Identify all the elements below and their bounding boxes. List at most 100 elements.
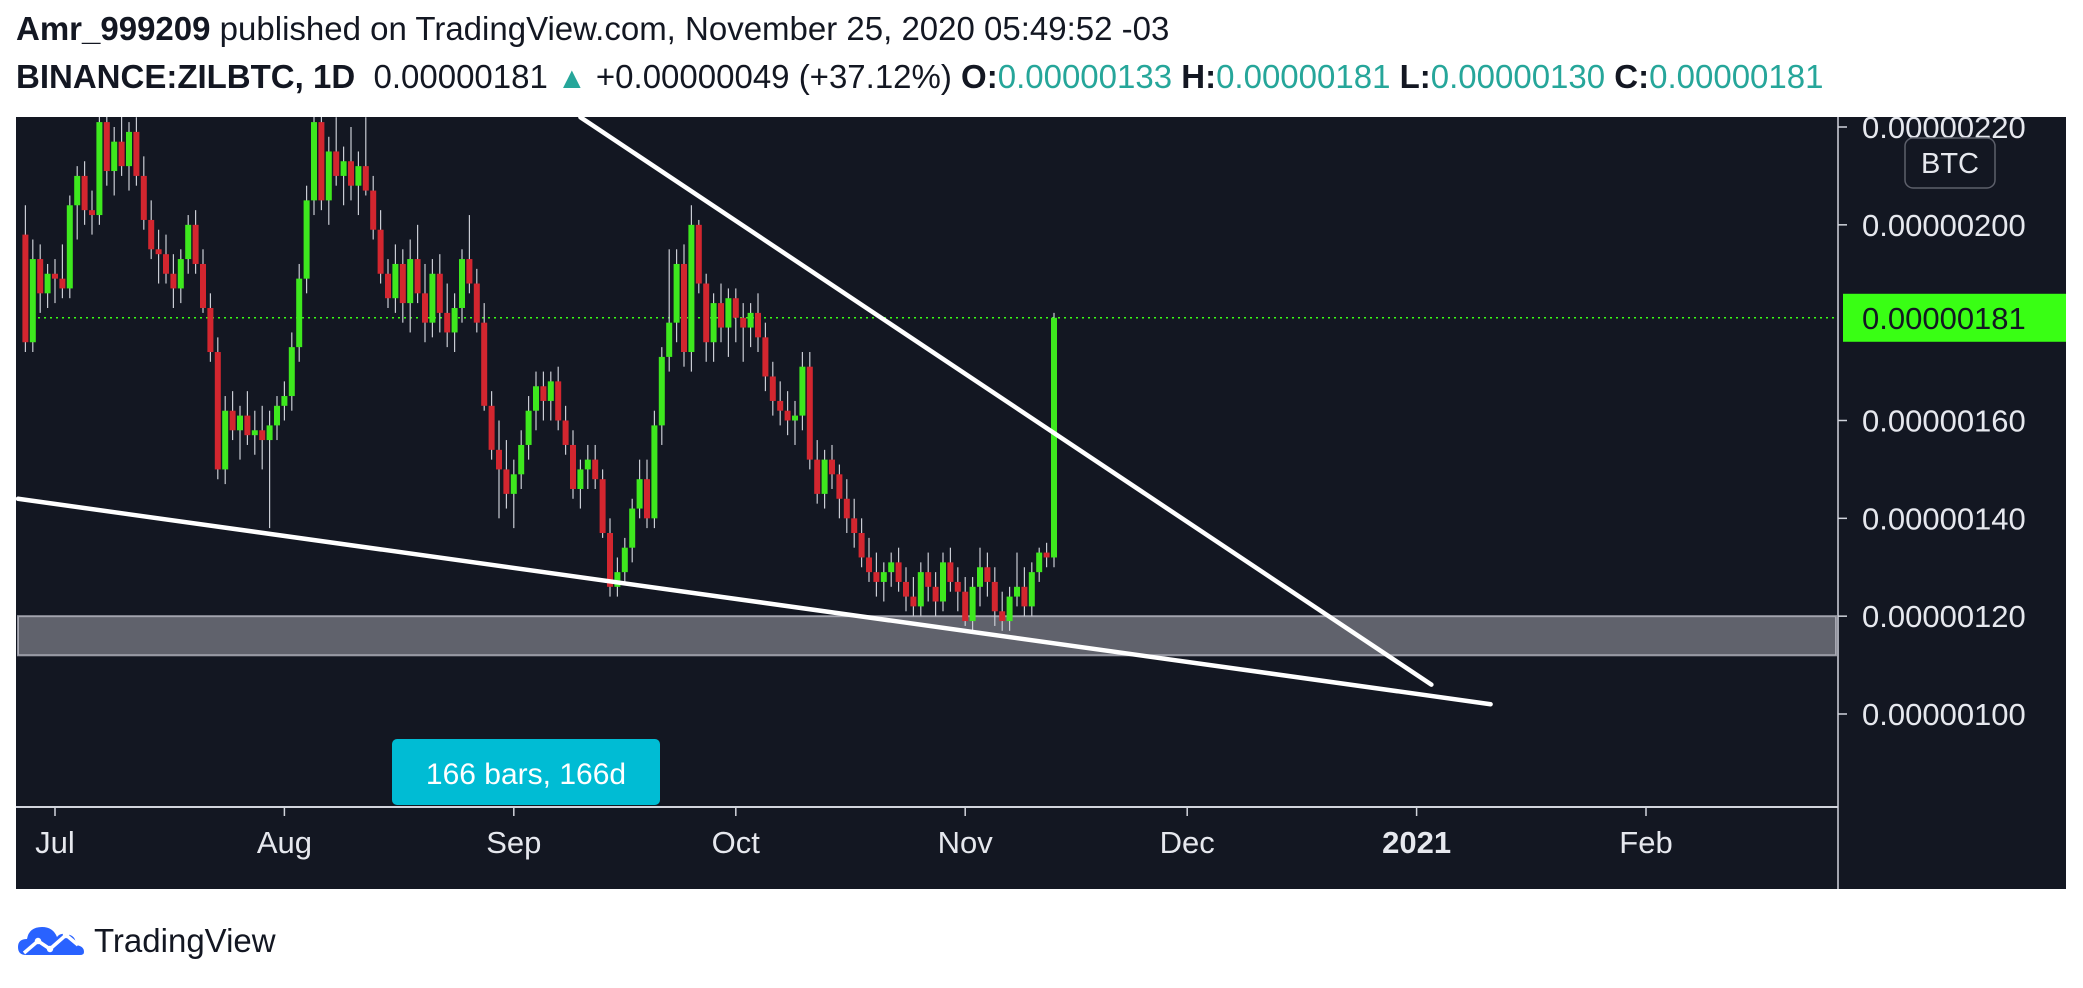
candle-body[interactable] [658,356,665,426]
candle-body[interactable] [562,420,569,445]
chart-panel[interactable]: 166 bars, 166d 0.00000220 0.00000200 0.0000… [16,117,2066,889]
candle-body[interactable] [740,317,747,328]
support-zone[interactable] [17,615,1837,657]
candle-body[interactable] [1021,586,1028,607]
candle-body[interactable] [710,303,717,343]
candle-body[interactable] [991,581,998,612]
candle-body[interactable] [52,273,58,279]
candle-body[interactable] [385,273,391,299]
author-name[interactable]: Amr_999209 [16,10,211,47]
candle-body[interactable] [636,479,643,509]
candle-body[interactable] [22,234,29,343]
candle-body[interactable] [570,444,576,489]
candle-body[interactable] [673,263,680,323]
candle-body[interactable] [695,224,702,284]
candle-body[interactable] [584,459,591,470]
candle-body[interactable] [444,312,451,333]
candle-body[interactable] [851,518,858,534]
candle-body[interactable] [436,273,443,313]
candle-body[interactable] [666,322,673,357]
candle-body[interactable] [866,557,872,573]
candle-body[interactable] [940,562,946,602]
candle-body[interactable] [547,381,554,401]
candle-body[interactable] [163,254,169,274]
candle-body[interactable] [414,259,421,294]
candle-body[interactable] [999,611,1006,622]
candle-body[interactable] [348,161,354,186]
candle-body[interactable] [829,459,835,475]
candle-body[interactable] [44,273,51,294]
candle-body[interactable] [858,533,865,558]
candle-body[interactable] [340,161,347,176]
candle-body[interactable] [925,572,932,587]
candle-body[interactable] [148,219,155,250]
candle-body[interactable] [777,400,784,411]
candle-body[interactable] [903,581,909,597]
candle-body[interactable] [392,263,399,299]
candle-body[interactable] [177,259,184,289]
candle-body[interactable] [355,166,362,186]
candle-body[interactable] [762,337,769,377]
candle-body[interactable] [954,581,961,592]
candle-body[interactable] [917,572,924,607]
candle-body[interactable] [266,425,273,441]
tradingview-logo[interactable]: TradingView [16,916,276,966]
candle-body[interactable] [192,224,199,264]
candle-body[interactable] [422,293,428,323]
candle-body[interactable] [237,415,243,431]
candle-body[interactable] [66,205,73,289]
trendline-upper[interactable] [578,117,1434,687]
currency-badge[interactable] [1904,137,1996,189]
candle-body[interactable] [259,430,266,441]
candle-body[interactable] [155,249,162,255]
candle-body[interactable] [703,283,710,343]
candle-body[interactable] [222,410,229,470]
symbol-interval[interactable]: BINANCE:ZILBTC, 1D [16,58,356,95]
candle-body[interactable] [429,273,436,323]
candle-body[interactable] [792,415,798,421]
candle-body[interactable] [29,259,36,343]
candle-body[interactable] [806,366,813,460]
candle-body[interactable] [126,131,132,167]
candle-body[interactable] [244,415,251,436]
candle-body[interactable] [681,263,687,353]
candle-body[interactable] [451,307,458,333]
candle-body[interactable] [895,562,902,582]
candle-body[interactable] [1051,317,1057,558]
candle-body[interactable] [89,210,95,216]
candle-body[interactable] [821,459,828,494]
candle-body[interactable] [407,259,414,304]
candle-body[interactable] [510,474,517,494]
candle-body[interactable] [103,122,110,172]
candle-body[interactable] [362,166,369,191]
candle-body[interactable] [37,259,44,294]
candle-body[interactable] [969,586,976,622]
candle-body[interactable] [784,410,791,421]
candle-body[interactable] [481,322,488,406]
candle-body[interactable] [229,410,236,431]
candle-body[interactable] [466,259,473,284]
candle-body[interactable] [288,347,295,397]
candle-body[interactable] [133,131,140,176]
candle-body[interactable] [540,386,547,401]
candle-body[interactable] [207,307,214,353]
candle-body[interactable] [747,312,754,328]
candle-body[interactable] [503,469,510,494]
candle-body[interactable] [977,567,983,587]
candle-body[interactable] [910,596,917,607]
candle-body[interactable] [111,141,118,172]
candle-body[interactable] [488,405,495,450]
candle-body[interactable] [496,449,502,470]
candle-body[interactable] [459,259,465,308]
candle-body[interactable] [888,562,895,573]
candle-body[interactable] [311,122,317,201]
candle-body[interactable] [769,376,776,401]
candle-body[interactable] [607,533,613,587]
candle-body[interactable] [370,190,377,230]
candle-body[interactable] [59,278,66,289]
candle-body[interactable] [621,547,628,573]
candle-body[interactable] [651,425,658,519]
candle-body[interactable] [318,122,325,201]
candle-body[interactable] [303,200,310,279]
candle-body[interactable] [296,278,303,348]
